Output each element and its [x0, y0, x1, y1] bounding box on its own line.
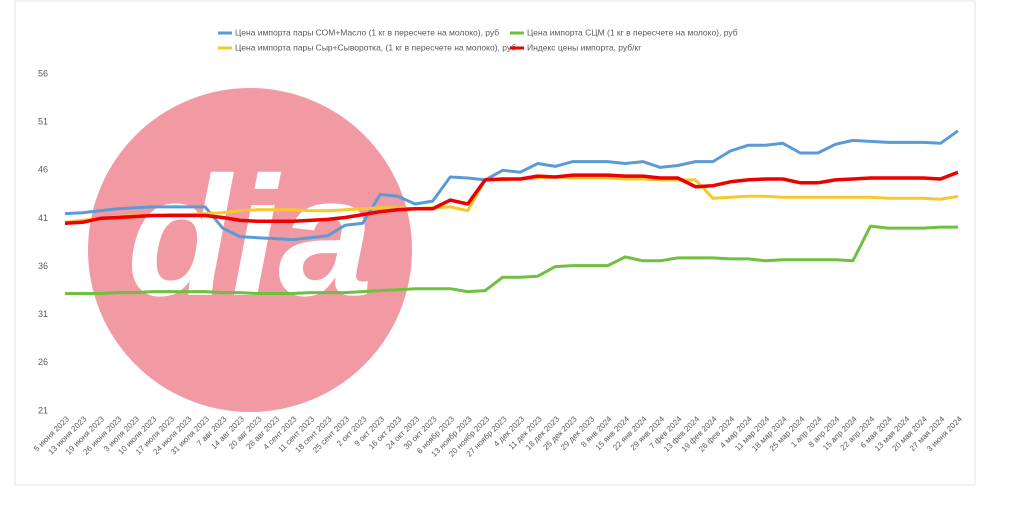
- y-tick-label: 36: [38, 261, 48, 271]
- y-tick-label: 21: [38, 405, 48, 415]
- legend-label: Цена импорта СЦМ (1 кг в пересчете на мо…: [527, 27, 738, 37]
- series-line: [64, 170, 959, 225]
- y-tick-label: 46: [38, 165, 48, 175]
- legend-label: Цена импорта пары СОМ+Масло (1 кг в пере…: [235, 27, 499, 37]
- y-tick-label: 51: [38, 117, 48, 127]
- y-tick-label: 31: [38, 309, 48, 319]
- y-tick-label: 41: [38, 213, 48, 223]
- legend-label: Индекс цены импорта, руб/кг: [527, 42, 641, 52]
- y-tick-label: 56: [38, 68, 48, 78]
- legend-label: Цена импорта пары Сыр+Сыворотка, (1 кг в…: [235, 42, 516, 52]
- y-tick-label: 26: [38, 357, 48, 367]
- watermark-circle: [88, 88, 412, 412]
- series-line: [65, 224, 958, 295]
